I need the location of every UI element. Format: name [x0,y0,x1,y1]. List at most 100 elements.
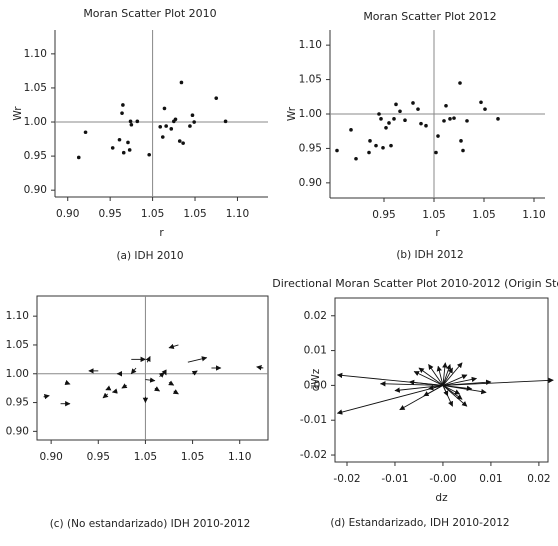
x-tick-label: 0.90 [56,208,79,220]
point [160,135,165,139]
point [394,102,398,107]
arrow [442,376,478,386]
point [162,106,167,111]
arrow [145,377,156,383]
arrow [130,367,137,375]
arrow [423,385,444,397]
point [126,140,130,145]
y-tick-label: 0.90 [24,184,47,196]
y-tick-label: 1.00 [6,368,29,380]
point [192,120,196,124]
chart-title: Moran Scatter Plot 2012 [363,10,496,23]
x-tick-label: -0.00 [429,473,456,485]
point [459,139,463,143]
arrow [442,385,449,397]
x-tick-label: 1.05 [422,209,445,221]
point [424,123,428,128]
arrow [102,392,109,399]
arrow [442,367,453,386]
arrow [161,369,167,376]
arrow [154,386,161,392]
point [129,122,134,127]
point [384,125,388,130]
point [442,119,446,123]
point [458,81,462,85]
y-tick-label: 1.10 [299,39,322,51]
arrow [436,365,444,386]
point [479,100,483,105]
point [496,117,500,121]
caption: (c) (No estandarizado) IDH 2010-2012 [50,518,251,530]
arrow [158,372,165,378]
y-tick-label: 1.00 [299,108,322,120]
x-tick-label: 0.02 [527,473,550,485]
x-tick-label: 0.95 [372,209,395,221]
x-axis-label: r [159,227,164,239]
y-axis-label: dWz [310,368,322,391]
point [483,107,487,111]
point [436,134,440,138]
point [354,156,358,161]
arrow [256,365,264,371]
arrow [168,343,179,350]
arrow [442,379,492,386]
y-tick-label: 0.95 [299,142,322,154]
arrow [413,371,444,386]
y-tick-label: 1.10 [6,310,29,322]
point [173,117,178,122]
y-tick-label: 1.10 [24,48,47,60]
point [223,119,228,124]
point [135,119,140,124]
x-tick-label: 0.95 [98,208,121,220]
point [387,121,391,125]
x-tick-label: 1.05 [181,451,204,463]
x-axis-label: r [435,227,440,239]
arrow [394,384,443,393]
arrow [191,370,198,376]
y-tick-label: 1.00 [24,116,47,128]
arrow [43,393,50,400]
y-tick-label: -0.02 [300,449,327,461]
y-tick-label: 0.01 [304,345,327,357]
x-tick-label: 1.05 [141,208,164,220]
arrow [442,377,554,386]
x-tick-label: 1.05 [183,208,206,220]
point [444,103,448,108]
point [179,80,184,85]
y-tick-label: 0.90 [299,177,322,189]
point [158,124,163,129]
y-axis-label: Wr [286,106,298,121]
point [403,118,407,122]
caption: (a) IDH 2010 [116,250,183,262]
arrow [121,383,128,389]
point [164,124,168,128]
point [379,117,383,121]
point [190,113,195,118]
caption: (d) Estandarizado, IDH 2010-2012 [330,517,509,529]
x-tick-label: 0.95 [87,451,110,463]
point [434,150,438,155]
x-tick-label: 1.05 [472,209,495,221]
arrow [105,385,112,391]
point [214,96,219,100]
arrow [428,384,444,391]
point [367,150,371,155]
y-axis-label: Wr [12,106,24,121]
y-tick-label: 0.95 [6,397,29,409]
arrow [442,363,452,386]
y-tick-label: 1.05 [6,339,29,351]
x-tick-label: 1.05 [134,451,157,463]
point [461,148,465,153]
y-tick-label: -0.01 [300,414,327,426]
point [128,119,133,124]
point [398,109,402,114]
arrow [442,385,468,407]
point [117,137,122,142]
y-tick-label: 0.90 [6,425,29,437]
point [465,119,469,123]
arrow [408,379,443,386]
arrow [442,384,487,395]
arrow [145,355,151,363]
point [127,148,132,152]
point [83,130,88,135]
